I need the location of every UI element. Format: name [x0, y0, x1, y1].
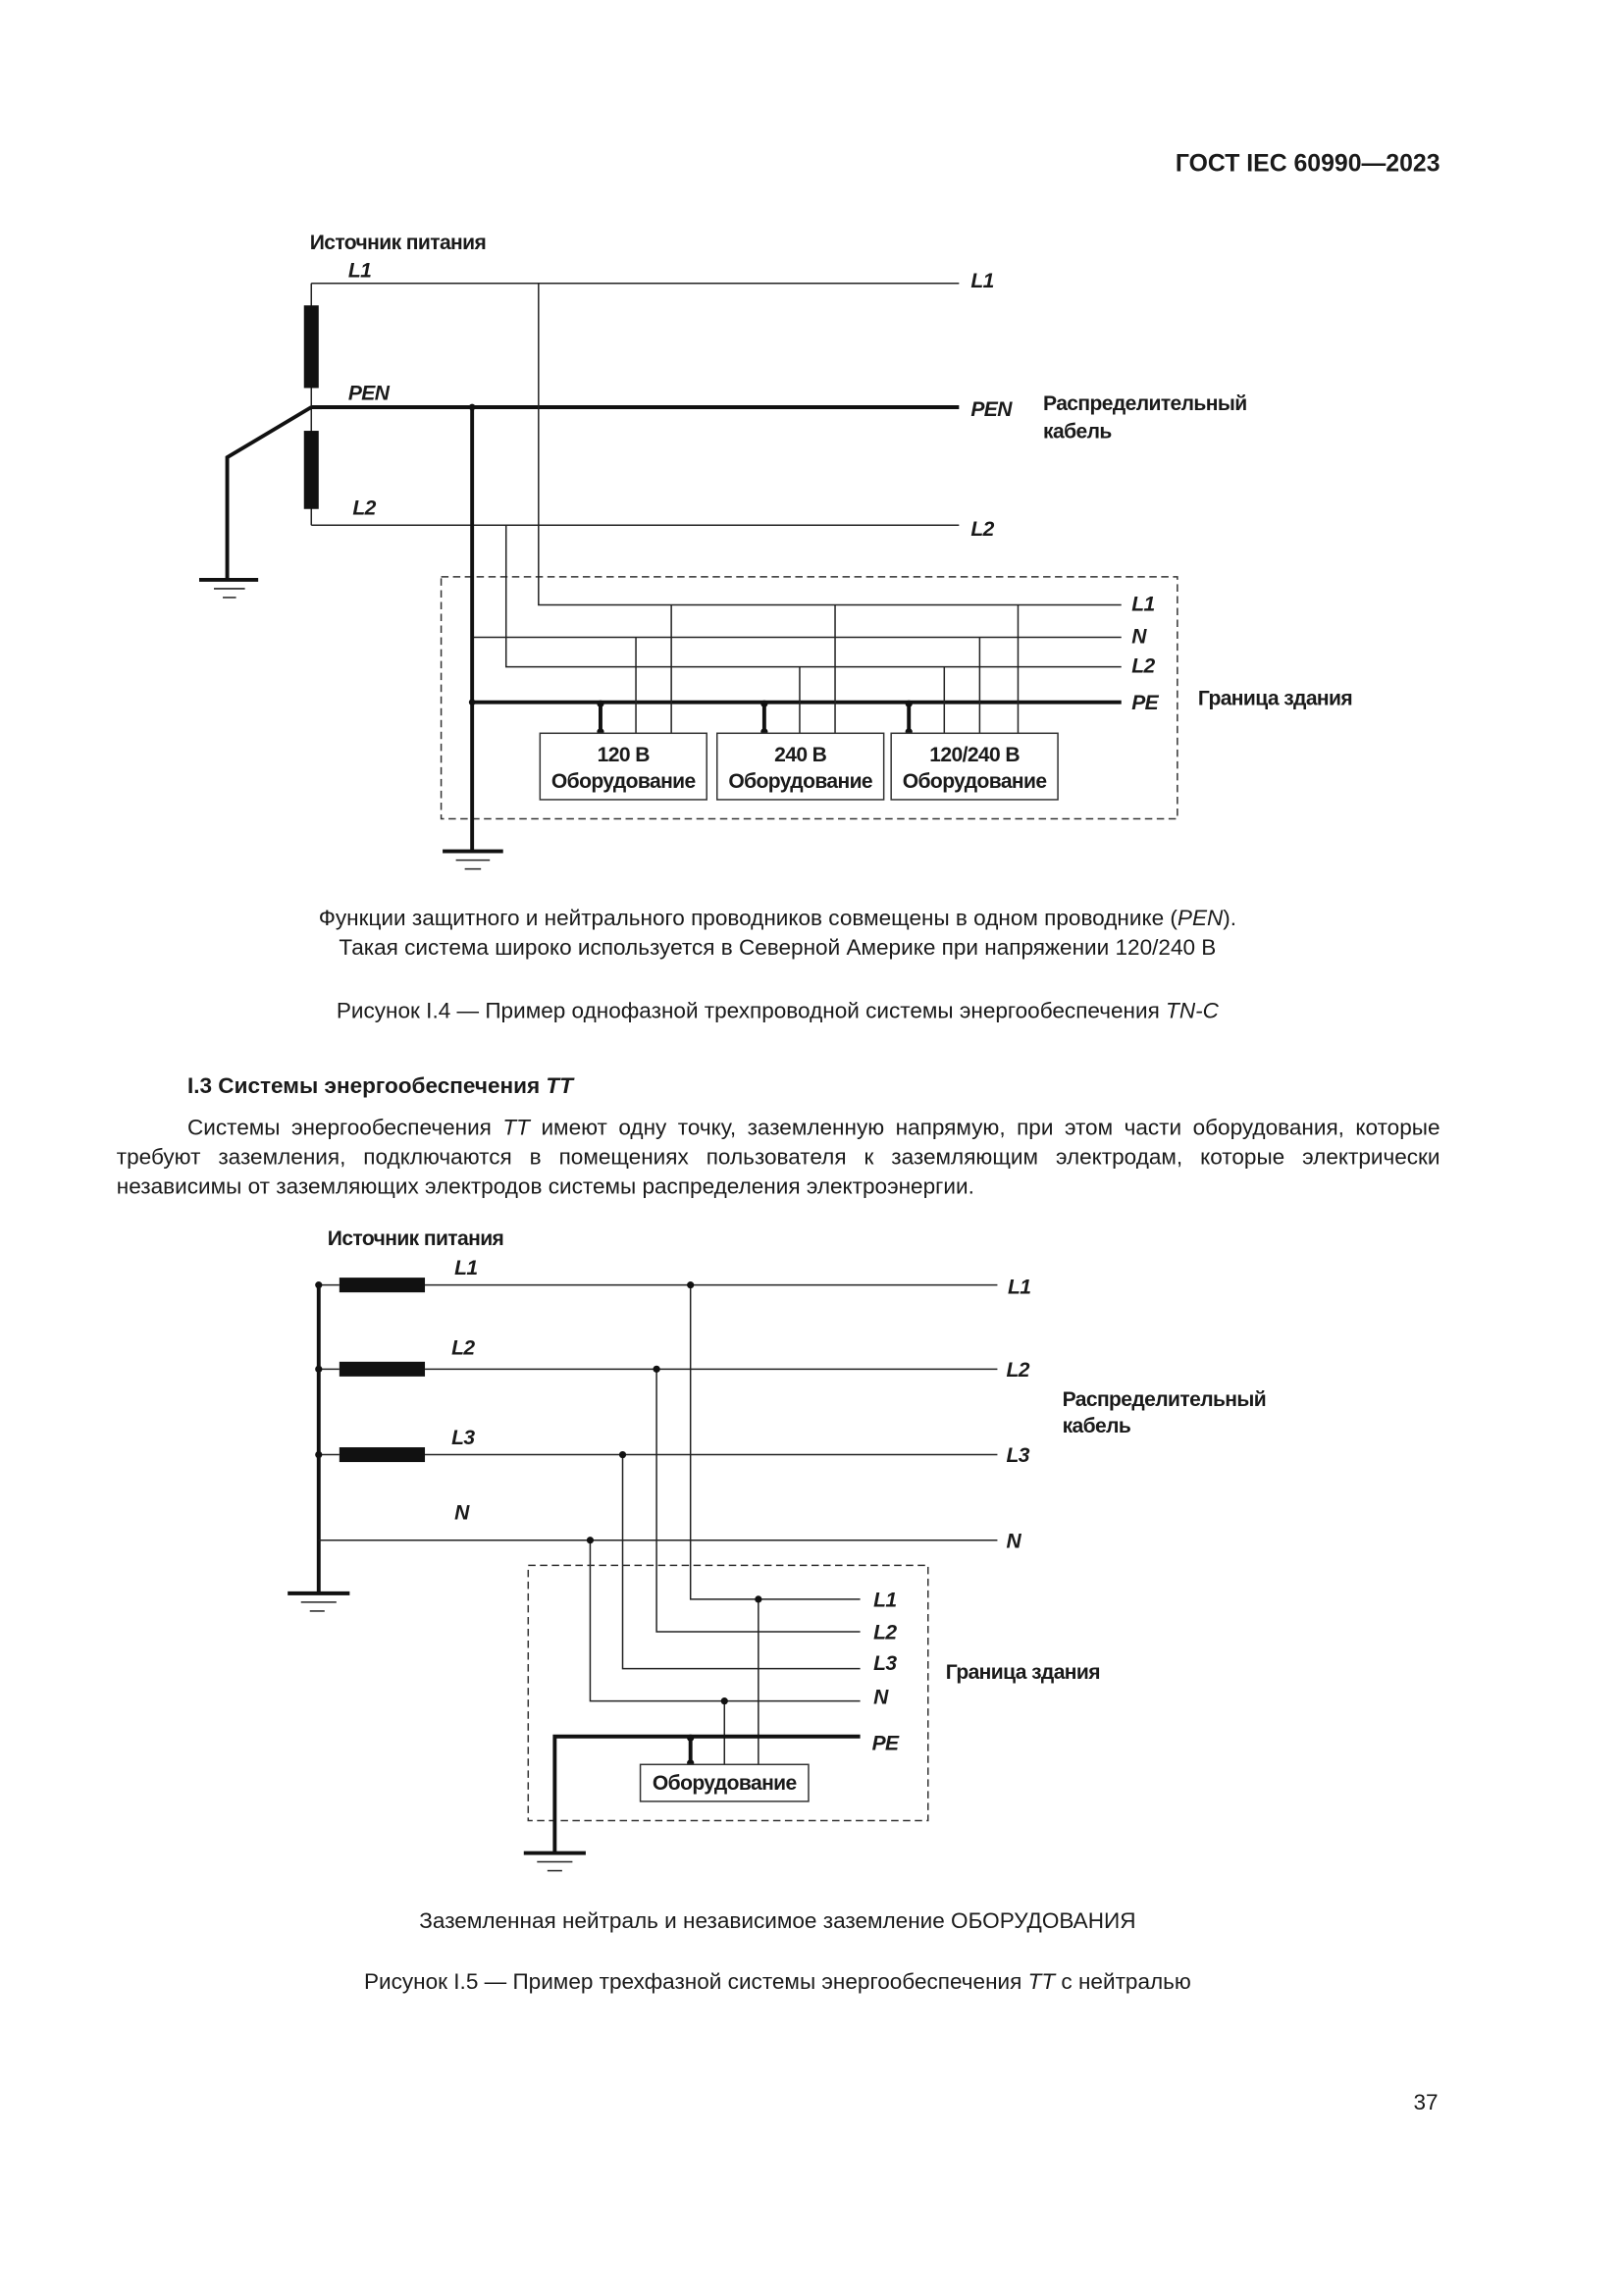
- building-label: Граница здания: [1198, 688, 1352, 710]
- conductor-label: L2: [970, 518, 994, 541]
- winding-2: [303, 431, 319, 509]
- figure-i4-caption: Рисунок I.4 — Пример однофазной трехпров…: [336, 998, 1219, 1024]
- conductor-label: N: [454, 1502, 470, 1525]
- winding-l3: [339, 1447, 426, 1463]
- building-l1: [538, 283, 1122, 606]
- ground-icon: [443, 849, 503, 870]
- conductor-label: L1: [873, 1589, 896, 1611]
- conductor-label: L3: [451, 1427, 475, 1449]
- conductor-label: L2: [1131, 655, 1155, 678]
- conductor-label: N: [873, 1687, 889, 1709]
- figure-i4-diagram: Источник питания L1 PEN L2 L1 PEN L2 Рас…: [198, 232, 1353, 870]
- svg-text:Оборудование: Оборудование: [728, 770, 872, 793]
- conductor-label: L1: [1131, 593, 1154, 615]
- conductor-label: L1: [1008, 1277, 1030, 1299]
- ground-icon: [288, 1591, 350, 1612]
- building-l2: [504, 525, 1122, 668]
- ground-icon: [198, 577, 259, 599]
- building-boundary: [527, 1564, 929, 1822]
- conductor-label: L1: [970, 270, 993, 292]
- equipment-box: 120 В Оборудование: [539, 732, 707, 801]
- document-code: ГОСТ IEC 60990—2023: [1175, 150, 1440, 178]
- ground-icon: [523, 1851, 586, 1872]
- winding-1: [303, 305, 319, 389]
- conductor-label: PE: [872, 1732, 900, 1754]
- conductor-label: PEN: [348, 382, 391, 404]
- conductor-label: L2: [451, 1336, 475, 1359]
- conductor-label: L2: [352, 497, 376, 520]
- conductor-label: L2: [873, 1621, 897, 1644]
- figure-i5-diagram: Источник питания: [288, 1227, 1267, 1872]
- figure-i5-caption: Рисунок I.5 — Пример трехфазной системы …: [363, 1969, 1191, 1995]
- source-label: Источник питания: [328, 1227, 503, 1250]
- building-label: Граница здания: [946, 1661, 1100, 1684]
- svg-text:Оборудование: Оборудование: [653, 1772, 797, 1795]
- equipment-box: 120/240 В Оборудование: [890, 732, 1059, 801]
- svg-text:240 В: 240 В: [774, 744, 827, 766]
- equipment-box: Оборудование: [639, 1763, 810, 1802]
- conductor-label: N: [1006, 1530, 1021, 1552]
- svg-text:120 В: 120 В: [598, 744, 651, 766]
- conductor-label: N: [1131, 626, 1147, 649]
- conductor-label: L3: [1006, 1444, 1029, 1467]
- conductor-label: L1: [454, 1257, 477, 1279]
- conductor-label: PEN: [970, 398, 1013, 421]
- svg-text:120/240 В: 120/240 В: [929, 744, 1020, 766]
- source-earth-wire: [225, 405, 313, 580]
- cable-label: кабель: [1043, 421, 1112, 444]
- building-pe: [552, 1734, 861, 1853]
- section-heading: I.3 Системы энергообеспечения TT: [186, 1073, 573, 1100]
- page-number: 37: [1413, 2090, 1439, 2116]
- conductor-label: L2: [1006, 1359, 1029, 1382]
- source-label: Источник питания: [310, 232, 486, 254]
- cable-label: Распределительный: [1043, 392, 1247, 415]
- cable-label: Распределительный: [1063, 1388, 1267, 1411]
- cable-label: кабель: [1063, 1415, 1131, 1437]
- conductor-label: L1: [348, 260, 371, 283]
- conductor-label: L3: [873, 1652, 897, 1675]
- figure-i4-note: Функции защитного и нейтрального проводн…: [318, 906, 1237, 931]
- section-paragraph: Системы энергообеспечения TT имеют одну …: [116, 1115, 1440, 1200]
- conductor-label: PE: [1131, 692, 1159, 714]
- figure-i5-note: Заземленная нейтраль и независимое зазем…: [419, 1908, 1136, 1935]
- svg-text:Оборудование: Оборудование: [903, 770, 1047, 793]
- equipment-box: 240 В Оборудование: [715, 732, 885, 801]
- figure-i4-note: Такая система широко используется в Севе…: [339, 935, 1217, 961]
- winding-l2: [339, 1361, 426, 1377]
- svg-text:Оборудование: Оборудование: [551, 770, 696, 793]
- building-boundary: [440, 576, 1178, 820]
- winding-l1: [339, 1278, 426, 1293]
